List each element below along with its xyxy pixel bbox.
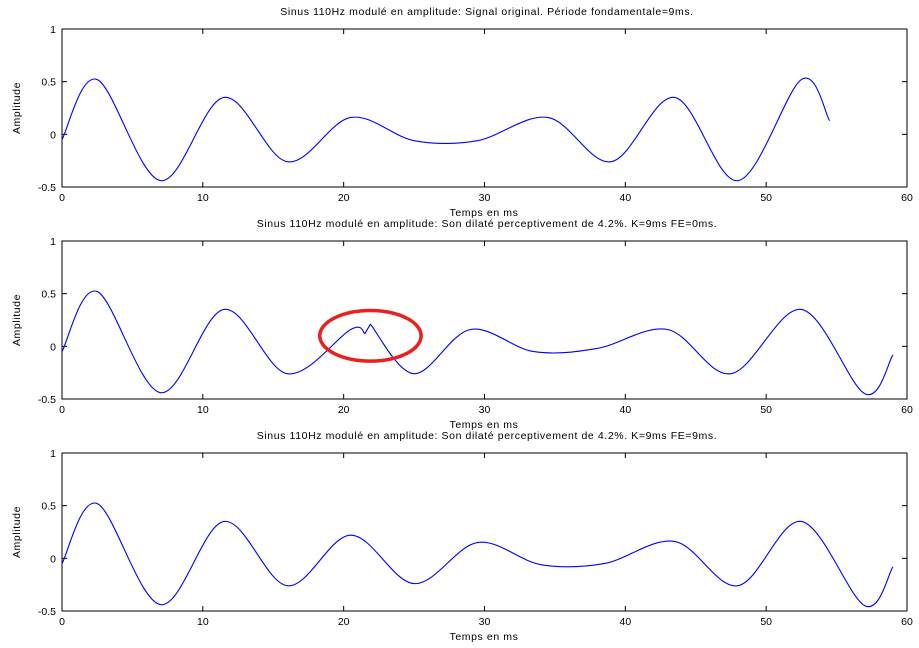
panel-1: Sinus 110Hz modulé en amplitude: Signal …: [11, 6, 913, 219]
panel-1-signal-line: [61, 77, 831, 182]
panel-2-y-tick-label: -0.5: [38, 394, 56, 406]
panel-2-x-tick-label: 50: [760, 404, 772, 416]
panel-1-x-tick-label: 50: [760, 192, 772, 204]
panel-1-title: Sinus 110Hz modulé en amplitude: Signal …: [280, 6, 693, 18]
panel-3-plot-area: [61, 452, 908, 612]
panel-2-ylabel: Amplitude: [11, 294, 23, 346]
panel-2-x-tick-label: 30: [479, 404, 491, 416]
panel-1-x-tick-label: 10: [197, 192, 209, 204]
panel-3: Sinus 110Hz modulé en amplitude: Son dil…: [11, 430, 913, 643]
panel-2-x-tick-label: 0: [59, 404, 65, 416]
panel-3-title: Sinus 110Hz modulé en amplitude: Son dil…: [257, 430, 717, 442]
panel-1-x-tick-label: 40: [619, 192, 631, 204]
panel-3-y-tick-label: 1: [50, 448, 56, 460]
panel-2-y-tick-label: 0.5: [41, 289, 56, 301]
panel-1-y-tick-label: 0: [50, 129, 56, 141]
panel-3-y-tick-label: 0: [50, 553, 56, 565]
panel-1-x-tick-label: 30: [479, 192, 491, 204]
panel-1-x-tick-label: 20: [338, 192, 350, 204]
panel-1-xlabel: Temps en ms: [449, 207, 518, 219]
panel-1-y-tick-label: -0.5: [38, 182, 56, 194]
panel-1-x-tick-label: 0: [59, 192, 65, 204]
panel-2-title: Sinus 110Hz modulé en amplitude: Son dil…: [257, 218, 717, 230]
panel-2: Sinus 110Hz modulé en amplitude: Son dil…: [11, 218, 913, 431]
panel-2-plot-area: [61, 240, 908, 400]
panel-2-x-tick-label: 60: [901, 404, 913, 416]
panel-1-plot-area: [61, 28, 908, 188]
panel-3-x-ticks: 0 10 20 30 40 50 60: [59, 453, 913, 628]
panel-2-x-tick-label: 10: [197, 404, 209, 416]
panel-3-x-tick-label: 40: [619, 616, 631, 628]
panel-1-y-tick-label: 0.5: [41, 77, 56, 89]
panel-1-x-ticks: 0 10 20 30 40 50 60: [59, 29, 913, 204]
panel-2-y-tick-label: 0: [50, 341, 56, 353]
panel-3-xlabel: Temps en ms: [449, 631, 518, 643]
panel-3-y-tick-label: -0.5: [38, 606, 56, 618]
panel-2-y-tick-label: 1: [50, 236, 56, 248]
panel-3-x-tick-label: 50: [760, 616, 772, 628]
panel-3-x-tick-label: 30: [479, 616, 491, 628]
panel-2-x-ticks: 0 10 20 30 40 50 60: [59, 241, 913, 416]
panel-3-x-tick-label: 20: [338, 616, 350, 628]
panel-2-x-tick-label: 40: [619, 404, 631, 416]
panel-2-xlabel: Temps en ms: [449, 419, 518, 431]
panel-2-y-ticks: -0.5 0 0.5 1: [38, 236, 907, 406]
panel-3-x-tick-label: 0: [59, 616, 65, 628]
panel-2-glitch-highlight: [317, 308, 423, 363]
panel-2-x-tick-label: 20: [338, 404, 350, 416]
panel-1-x-tick-label: 60: [901, 192, 913, 204]
panel-3-ylabel: Amplitude: [11, 506, 23, 558]
panel-1-y-tick-label: 1: [50, 24, 56, 36]
panel-3-x-tick-label: 60: [901, 616, 913, 628]
panel-3-signal-line: [61, 502, 894, 608]
panel-1-y-ticks: -0.5 0 0.5 1: [38, 24, 907, 194]
panel-2-signal-line: [61, 290, 894, 396]
panel-3-y-ticks: -0.5 0 0.5 1: [38, 448, 907, 618]
panel-3-y-tick-label: 0.5: [41, 501, 56, 513]
panel-1-ylabel: Amplitude: [11, 82, 23, 134]
panel-3-x-tick-label: 10: [197, 616, 209, 628]
